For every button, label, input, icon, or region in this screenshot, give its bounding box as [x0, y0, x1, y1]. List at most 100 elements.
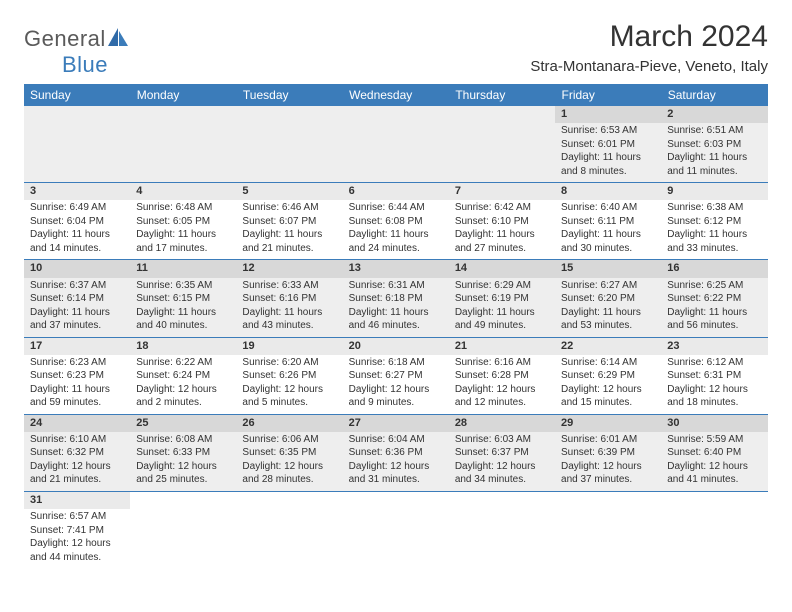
day-details: Sunrise: 6:12 AMSunset: 6:31 PMDaylight:… — [661, 355, 767, 414]
sunrise-text: Sunrise: 6:25 AM — [667, 279, 761, 293]
day-number: 10 — [24, 260, 130, 277]
day-number: 13 — [343, 260, 449, 277]
day-number: 16 — [661, 260, 767, 277]
daylight-text: Daylight: 11 hours and 8 minutes. — [561, 151, 655, 178]
sunrise-text: Sunrise: 6:31 AM — [349, 279, 443, 293]
sunset-text: Sunset: 6:23 PM — [30, 369, 124, 383]
day-header: Tuesday — [236, 84, 342, 106]
daylight-text: Daylight: 12 hours and 34 minutes. — [455, 460, 549, 487]
day-details: Sunrise: 6:57 AMSunset: 7:41 PMDaylight:… — [24, 509, 130, 568]
daylight-text: Daylight: 11 hours and 14 minutes. — [30, 228, 124, 255]
calendar-cell: 11Sunrise: 6:35 AMSunset: 6:15 PMDayligh… — [130, 260, 236, 337]
day-number: 9 — [661, 183, 767, 200]
daylight-text: Daylight: 11 hours and 24 minutes. — [349, 228, 443, 255]
sunset-text: Sunset: 6:03 PM — [667, 138, 761, 152]
calendar-week-row: 10Sunrise: 6:37 AMSunset: 6:14 PMDayligh… — [24, 260, 768, 337]
calendar-cell — [343, 491, 449, 568]
daylight-text: Daylight: 11 hours and 27 minutes. — [455, 228, 549, 255]
daylight-text: Daylight: 12 hours and 5 minutes. — [242, 383, 336, 410]
day-header: Thursday — [449, 84, 555, 106]
day-details: Sunrise: 6:51 AMSunset: 6:03 PMDaylight:… — [661, 123, 767, 182]
day-details: Sunrise: 6:01 AMSunset: 6:39 PMDaylight:… — [555, 432, 661, 491]
daylight-text: Daylight: 11 hours and 33 minutes. — [667, 228, 761, 255]
calendar-cell — [236, 106, 342, 183]
daylight-text: Daylight: 11 hours and 17 minutes. — [136, 228, 230, 255]
daylight-text: Daylight: 12 hours and 15 minutes. — [561, 383, 655, 410]
day-number: 23 — [661, 338, 767, 355]
calendar-table: Sunday Monday Tuesday Wednesday Thursday… — [24, 84, 768, 568]
sunrise-text: Sunrise: 6:29 AM — [455, 279, 549, 293]
daylight-text: Daylight: 12 hours and 21 minutes. — [30, 460, 124, 487]
sunrise-text: Sunrise: 6:42 AM — [455, 201, 549, 215]
day-details: Sunrise: 6:23 AMSunset: 6:23 PMDaylight:… — [24, 355, 130, 414]
sunrise-text: Sunrise: 6:20 AM — [242, 356, 336, 370]
day-details: Sunrise: 6:38 AMSunset: 6:12 PMDaylight:… — [661, 200, 767, 259]
day-header: Wednesday — [343, 84, 449, 106]
day-number: 15 — [555, 260, 661, 277]
day-details: Sunrise: 6:18 AMSunset: 6:27 PMDaylight:… — [343, 355, 449, 414]
calendar-cell: 19Sunrise: 6:20 AMSunset: 6:26 PMDayligh… — [236, 337, 342, 414]
calendar-week-row: 31Sunrise: 6:57 AMSunset: 7:41 PMDayligh… — [24, 491, 768, 568]
sunset-text: Sunset: 6:11 PM — [561, 215, 655, 229]
day-number: 28 — [449, 415, 555, 432]
day-header: Saturday — [661, 84, 767, 106]
day-number: 20 — [343, 338, 449, 355]
calendar-cell: 6Sunrise: 6:44 AMSunset: 6:08 PMDaylight… — [343, 183, 449, 260]
sunrise-text: Sunrise: 6:27 AM — [561, 279, 655, 293]
sail-icon — [108, 26, 130, 51]
header: GeneralBlue March 2024 Stra-Montanara-Pi… — [24, 20, 768, 78]
day-details: Sunrise: 6:31 AMSunset: 6:18 PMDaylight:… — [343, 278, 449, 337]
sunrise-text: Sunrise: 6:12 AM — [667, 356, 761, 370]
day-number: 1 — [555, 106, 661, 123]
sunrise-text: Sunrise: 6:46 AM — [242, 201, 336, 215]
day-number: 11 — [130, 260, 236, 277]
day-number: 2 — [661, 106, 767, 123]
day-number: 14 — [449, 260, 555, 277]
sunrise-text: Sunrise: 6:35 AM — [136, 279, 230, 293]
day-details: Sunrise: 6:25 AMSunset: 6:22 PMDaylight:… — [661, 278, 767, 337]
calendar-cell: 10Sunrise: 6:37 AMSunset: 6:14 PMDayligh… — [24, 260, 130, 337]
day-details: Sunrise: 6:27 AMSunset: 6:20 PMDaylight:… — [555, 278, 661, 337]
day-number: 25 — [130, 415, 236, 432]
day-header: Sunday — [24, 84, 130, 106]
sunset-text: Sunset: 6:05 PM — [136, 215, 230, 229]
day-details: Sunrise: 6:10 AMSunset: 6:32 PMDaylight:… — [24, 432, 130, 491]
calendar-week-row: 1Sunrise: 6:53 AMSunset: 6:01 PMDaylight… — [24, 106, 768, 183]
day-number: 24 — [24, 415, 130, 432]
day-details: Sunrise: 6:37 AMSunset: 6:14 PMDaylight:… — [24, 278, 130, 337]
sunset-text: Sunset: 6:10 PM — [455, 215, 549, 229]
sunrise-text: Sunrise: 6:10 AM — [30, 433, 124, 447]
day-number: 27 — [343, 415, 449, 432]
sunrise-text: Sunrise: 6:14 AM — [561, 356, 655, 370]
brand-logo: GeneralBlue — [24, 26, 130, 78]
sunset-text: Sunset: 6:18 PM — [349, 292, 443, 306]
sunrise-text: Sunrise: 5:59 AM — [667, 433, 761, 447]
brand-name-part1: General — [24, 26, 106, 51]
day-number: 31 — [24, 492, 130, 509]
location-subtitle: Stra-Montanara-Pieve, Veneto, Italy — [530, 58, 768, 75]
day-details: Sunrise: 6:42 AMSunset: 6:10 PMDaylight:… — [449, 200, 555, 259]
sunset-text: Sunset: 6:31 PM — [667, 369, 761, 383]
sunset-text: Sunset: 6:24 PM — [136, 369, 230, 383]
sunset-text: Sunset: 6:26 PM — [242, 369, 336, 383]
calendar-cell: 24Sunrise: 6:10 AMSunset: 6:32 PMDayligh… — [24, 414, 130, 491]
daylight-text: Daylight: 12 hours and 25 minutes. — [136, 460, 230, 487]
day-number: 6 — [343, 183, 449, 200]
sunset-text: Sunset: 6:08 PM — [349, 215, 443, 229]
calendar-cell — [555, 491, 661, 568]
calendar-cell: 16Sunrise: 6:25 AMSunset: 6:22 PMDayligh… — [661, 260, 767, 337]
calendar-week-row: 24Sunrise: 6:10 AMSunset: 6:32 PMDayligh… — [24, 414, 768, 491]
day-details: Sunrise: 6:08 AMSunset: 6:33 PMDaylight:… — [130, 432, 236, 491]
day-details: Sunrise: 6:33 AMSunset: 6:16 PMDaylight:… — [236, 278, 342, 337]
sunrise-text: Sunrise: 6:01 AM — [561, 433, 655, 447]
sunrise-text: Sunrise: 6:51 AM — [667, 124, 761, 138]
day-details: Sunrise: 6:20 AMSunset: 6:26 PMDaylight:… — [236, 355, 342, 414]
day-number: 7 — [449, 183, 555, 200]
calendar-cell: 7Sunrise: 6:42 AMSunset: 6:10 PMDaylight… — [449, 183, 555, 260]
sunset-text: Sunset: 6:22 PM — [667, 292, 761, 306]
calendar-cell: 26Sunrise: 6:06 AMSunset: 6:35 PMDayligh… — [236, 414, 342, 491]
daylight-text: Daylight: 12 hours and 31 minutes. — [349, 460, 443, 487]
sunset-text: Sunset: 6:14 PM — [30, 292, 124, 306]
calendar-cell — [130, 106, 236, 183]
day-details: Sunrise: 6:29 AMSunset: 6:19 PMDaylight:… — [449, 278, 555, 337]
